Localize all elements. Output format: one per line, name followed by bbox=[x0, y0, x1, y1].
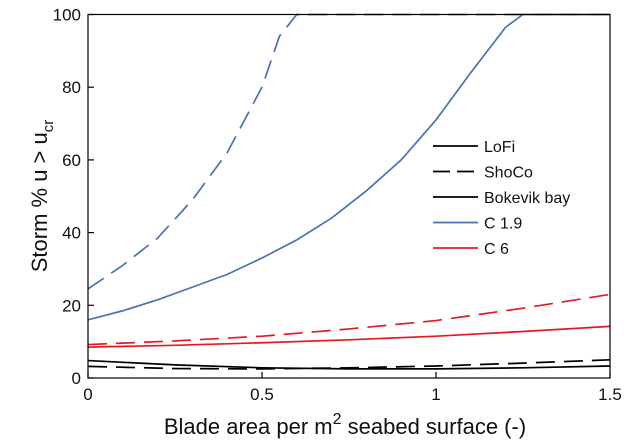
y-axis-label-sub: cr bbox=[40, 120, 57, 133]
x-axis-label: Blade area per m2 seabed surface (-) bbox=[164, 411, 526, 439]
plot-frame bbox=[87, 13, 611, 379]
legend-label: ShoCo bbox=[484, 165, 533, 182]
x-tick-label: 0.5 bbox=[250, 385, 274, 404]
y-tick-label: 100 bbox=[53, 6, 81, 25]
y-tick-label: 80 bbox=[62, 78, 81, 97]
legend-label: Bokevik bay bbox=[484, 190, 570, 207]
x-tick-label: 0 bbox=[83, 385, 92, 404]
y-axis-label-main: Storm % u > u bbox=[27, 132, 52, 272]
y-tick-label: 40 bbox=[62, 224, 81, 243]
series-line-5 bbox=[88, 359, 611, 370]
x-axis-label-main: Blade area per m bbox=[164, 414, 333, 439]
series-line-2 bbox=[88, 293, 611, 346]
y-tick-label: 60 bbox=[62, 151, 81, 170]
legend-label: LoFi bbox=[484, 139, 515, 156]
x-axis-label-rest: seabed surface (-) bbox=[342, 414, 527, 439]
y-axis-label: Storm % u > ucr bbox=[27, 120, 57, 273]
x-axis-label-sup: 2 bbox=[333, 411, 342, 428]
y-ticks: 0 20 40 60 80 100 bbox=[53, 6, 94, 388]
series-line-4 bbox=[88, 358, 611, 370]
x-ticks: 0 0.5 1 1.5 bbox=[83, 372, 622, 404]
series-line-0 bbox=[88, 13, 610, 290]
legend-label: C 1.9 bbox=[484, 216, 522, 233]
legend-label: C 6 bbox=[484, 241, 509, 258]
y-tick-label: 20 bbox=[62, 296, 81, 315]
series-line-3 bbox=[88, 325, 611, 348]
x-tick-label: 1 bbox=[431, 385, 440, 404]
legend: LoFi ShoCo Bokevik bay C 1.9 C 6 bbox=[433, 139, 570, 258]
x-tick-label: 1.5 bbox=[598, 385, 622, 404]
y-tick-label: 0 bbox=[72, 369, 81, 388]
